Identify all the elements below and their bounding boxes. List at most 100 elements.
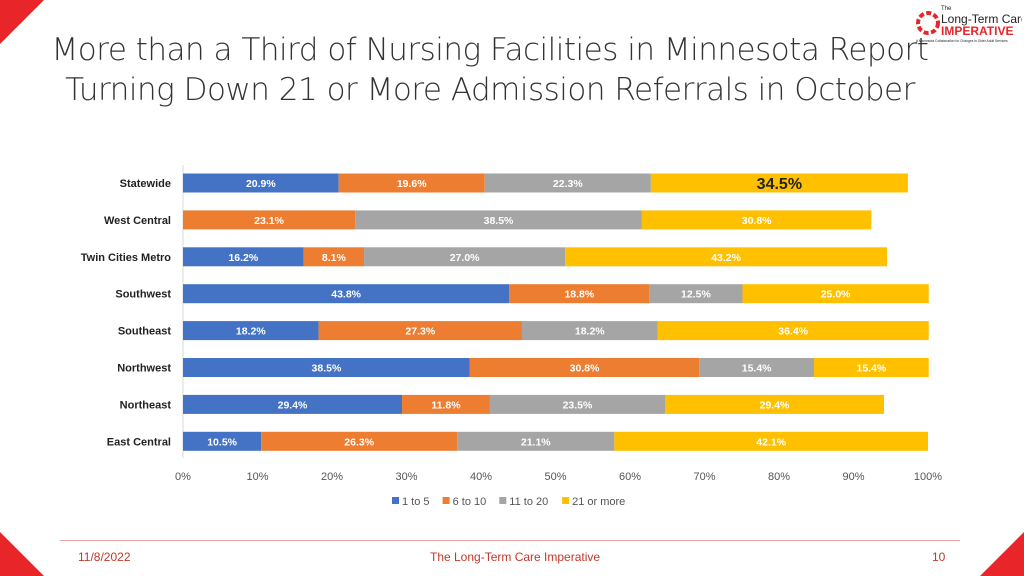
svg-text:Long-Term Care: Long-Term Care [941,12,1022,26]
svg-text:A Minnesota Collaboration for: A Minnesota Collaboration for Changes in… [916,39,1008,43]
data-label: 43.8% [331,289,361,301]
category-label: West Central [104,215,171,227]
category-label: Southwest [115,289,171,301]
x-tick-label: 50% [544,471,566,483]
x-tick-label: 80% [768,471,790,483]
x-tick-label: 70% [693,471,715,483]
category-label: Southeast [118,326,172,338]
legend-label: 6 to 10 [453,496,487,508]
bar-segment [183,431,262,451]
data-label: 27.3% [405,326,435,338]
x-tick-label: 20% [321,471,343,483]
category-label: Northwest [117,363,171,375]
category-label: Statewide [120,178,171,190]
bar-segment [814,358,929,377]
data-label: 15.4% [856,363,886,375]
bar-segment [183,358,470,377]
bar-segment [364,247,566,267]
bar-segment [355,210,642,230]
bar-segment [303,247,365,267]
data-label: 25.0% [821,289,851,301]
data-label: 11.8% [431,399,461,411]
category-label: East Central [107,436,171,448]
footer-date: 11/8/2022 [78,550,131,564]
data-label: 21.1% [521,436,551,448]
bar-segment [484,173,651,193]
data-label: 12.5% [681,289,711,301]
bar-segment [699,358,815,377]
bar-segment [641,210,872,230]
bar-segment [183,284,510,304]
bar-segment [614,431,928,451]
x-tick-label: 10% [246,471,268,483]
data-label: 10.5% [207,436,237,448]
data-label: 29.4% [760,399,790,411]
bar-segment [318,321,522,341]
x-tick-label: 60% [619,471,641,483]
data-label: 23.1% [254,215,284,227]
data-label: 27.0% [450,252,480,264]
category-label: Northeast [120,399,172,411]
data-label: 8.1% [322,252,347,264]
corner-decoration [0,532,44,576]
data-label: 29.4% [278,399,308,411]
bar-segment [521,321,658,341]
corner-decoration [0,0,44,44]
bar-segment [665,394,885,414]
bar-segment [457,431,615,451]
bar-segment [183,394,403,414]
legend-swatch [562,497,570,504]
legend-label: 1 to 5 [402,496,430,508]
bar-segment [657,321,929,341]
x-tick-label: 40% [470,471,492,483]
data-label: 16.2% [228,252,258,264]
bar-segment [649,284,743,304]
data-label: 34.5% [757,176,802,193]
data-label: 19.6% [397,178,427,190]
bar-segment [261,431,458,451]
bar-segment [183,173,339,193]
page-title: More than a Third of Nursing Facilities … [40,30,940,110]
data-label: 23.5% [563,399,593,411]
category-label: Twin Cities Metro [81,252,172,264]
data-label: 26.3% [344,436,374,448]
bar-segment [469,358,700,377]
legend-label: 11 to 20 [509,496,548,508]
x-tick-label: 30% [395,471,417,483]
data-label: 38.5% [484,215,514,227]
x-tick-label: 100% [914,471,942,483]
legend-swatch [442,497,450,504]
legend-swatch [499,497,507,504]
data-label: 43.2% [711,252,741,264]
bar-segment [183,321,319,341]
data-label: 38.5% [312,363,342,375]
legend-label: 21 or more [572,496,625,508]
data-label: 30.8% [570,363,600,375]
bar-segment [489,394,666,414]
title-line-1: More than a Third of Nursing Facilities … [51,32,929,68]
data-label: 20.9% [246,178,276,190]
title-line-2: Turning Down 21 or More Admission Referr… [65,72,915,108]
footer-text: The Long-Term Care Imperative [430,550,601,564]
bar-segment [183,247,304,267]
bar-segment [565,247,888,267]
bar-segment [338,173,485,193]
corner-decoration [980,532,1024,576]
data-label: 18.2% [236,326,266,338]
bar-segment [509,284,650,304]
data-label: 15.4% [742,363,772,375]
bar-segment [650,173,908,193]
bar-segment [183,210,356,230]
data-label: 22.3% [553,178,583,190]
data-label: 18.2% [575,326,605,338]
data-label: 18.8% [564,289,594,301]
logo: The Long-Term Care IMPERATIVE A Minnesot… [914,2,1024,48]
footer-divider [60,540,960,541]
data-label: 42.1% [756,436,786,448]
page-number: 10 [932,550,946,564]
bar-segment [742,284,929,304]
svg-text:The: The [941,6,952,12]
bar-segment [402,394,490,414]
x-tick-label: 90% [842,471,864,483]
